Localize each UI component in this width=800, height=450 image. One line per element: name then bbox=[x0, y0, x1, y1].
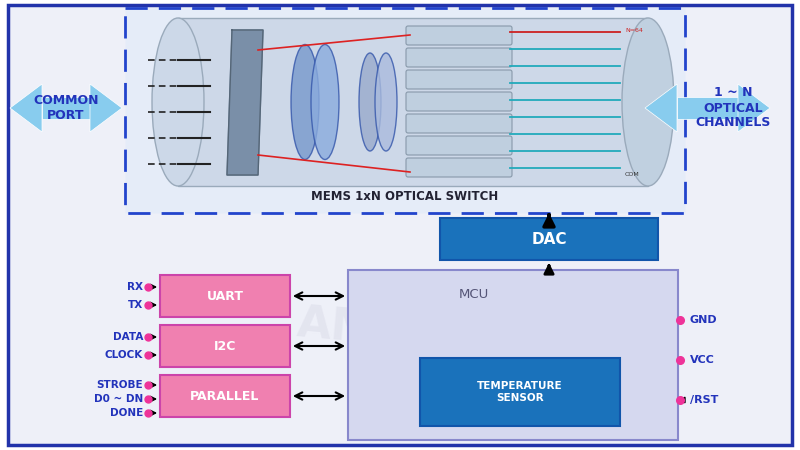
Text: MCU: MCU bbox=[458, 288, 489, 301]
Ellipse shape bbox=[622, 18, 674, 186]
Text: I2C: I2C bbox=[214, 339, 236, 352]
Text: AMAX: AMAX bbox=[294, 302, 446, 358]
Bar bbox=[348, 270, 678, 440]
Text: PARALLEL: PARALLEL bbox=[190, 390, 260, 402]
Text: MEMS 1xN OPTICAL SWITCH: MEMS 1xN OPTICAL SWITCH bbox=[311, 190, 498, 203]
Text: COMMON
PORT: COMMON PORT bbox=[34, 94, 98, 122]
Polygon shape bbox=[10, 84, 42, 132]
Text: N=64: N=64 bbox=[625, 27, 643, 32]
FancyBboxPatch shape bbox=[406, 48, 512, 67]
Ellipse shape bbox=[152, 18, 204, 186]
FancyBboxPatch shape bbox=[406, 136, 512, 155]
Bar bbox=[178, 18, 648, 186]
FancyBboxPatch shape bbox=[406, 158, 512, 177]
FancyBboxPatch shape bbox=[406, 92, 512, 111]
Bar bbox=[42, 97, 90, 119]
Text: TEMPERATURE
SENSOR: TEMPERATURE SENSOR bbox=[477, 381, 563, 403]
Text: TX: TX bbox=[128, 300, 143, 310]
Polygon shape bbox=[227, 30, 263, 175]
Polygon shape bbox=[645, 84, 677, 132]
Bar bbox=[440, 218, 658, 260]
FancyBboxPatch shape bbox=[406, 70, 512, 89]
Ellipse shape bbox=[291, 45, 319, 159]
Text: UART: UART bbox=[206, 289, 243, 302]
Text: VCC: VCC bbox=[690, 355, 715, 365]
Bar bbox=[160, 275, 290, 317]
Text: /RST: /RST bbox=[690, 395, 718, 405]
Text: COM: COM bbox=[625, 171, 640, 176]
Text: DAC: DAC bbox=[531, 231, 566, 247]
Text: CLOCK: CLOCK bbox=[105, 350, 143, 360]
Bar bbox=[160, 325, 290, 367]
FancyBboxPatch shape bbox=[406, 114, 512, 133]
Ellipse shape bbox=[311, 45, 339, 159]
Text: DATA: DATA bbox=[113, 332, 143, 342]
Text: GND: GND bbox=[690, 315, 718, 325]
Text: RX: RX bbox=[127, 282, 143, 292]
Ellipse shape bbox=[359, 53, 381, 151]
Text: STROBE: STROBE bbox=[96, 380, 143, 390]
Bar bbox=[677, 97, 738, 119]
Bar bbox=[160, 375, 290, 417]
Text: 1 ~ N
OPTICAL
CHANNELS: 1 ~ N OPTICAL CHANNELS bbox=[695, 86, 770, 130]
Bar bbox=[125, 8, 685, 213]
Text: D0 ~ DN: D0 ~ DN bbox=[94, 394, 143, 404]
Ellipse shape bbox=[375, 53, 397, 151]
FancyBboxPatch shape bbox=[406, 26, 512, 45]
Bar bbox=[420, 358, 620, 426]
Polygon shape bbox=[90, 84, 122, 132]
Text: DONE: DONE bbox=[110, 408, 143, 418]
Polygon shape bbox=[738, 84, 770, 132]
